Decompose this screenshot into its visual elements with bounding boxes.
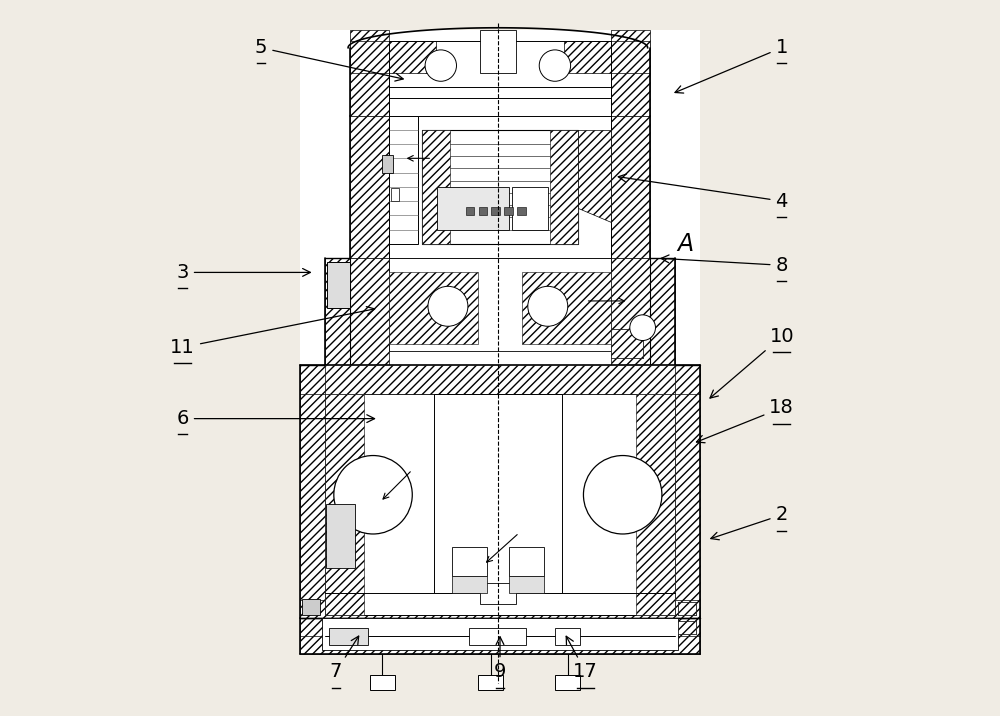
- Bar: [452, 547, 487, 576]
- Bar: [650, 258, 675, 365]
- Bar: [678, 602, 696, 615]
- Bar: [675, 365, 700, 619]
- Circle shape: [425, 50, 456, 82]
- Circle shape: [583, 455, 662, 534]
- Bar: [325, 394, 675, 615]
- Polygon shape: [578, 130, 611, 223]
- Bar: [300, 365, 700, 394]
- Bar: [678, 621, 696, 634]
- Bar: [350, 41, 436, 73]
- Bar: [611, 329, 643, 358]
- Bar: [326, 504, 355, 569]
- Bar: [564, 41, 650, 73]
- Bar: [302, 599, 320, 615]
- Circle shape: [630, 315, 655, 341]
- Text: 18: 18: [696, 398, 794, 442]
- Text: 17: 17: [566, 637, 598, 682]
- Text: 7: 7: [330, 636, 359, 682]
- Bar: [325, 258, 350, 365]
- Bar: [422, 130, 450, 244]
- Bar: [389, 258, 611, 351]
- Bar: [300, 619, 700, 654]
- Circle shape: [334, 455, 412, 534]
- Bar: [550, 130, 578, 244]
- Circle shape: [428, 286, 468, 326]
- Bar: [636, 394, 675, 615]
- Bar: [678, 602, 696, 615]
- Text: 8: 8: [661, 255, 788, 275]
- Text: 3: 3: [176, 263, 310, 282]
- Bar: [350, 115, 389, 258]
- Bar: [509, 576, 544, 594]
- Text: 2: 2: [711, 505, 788, 540]
- Bar: [389, 272, 478, 344]
- Bar: [389, 115, 418, 244]
- Circle shape: [539, 50, 571, 82]
- Text: 11: 11: [170, 306, 375, 357]
- Bar: [322, 619, 678, 650]
- Bar: [555, 675, 580, 690]
- Text: 10: 10: [710, 327, 794, 398]
- Bar: [300, 619, 700, 636]
- Bar: [325, 394, 364, 615]
- Text: 4: 4: [618, 174, 788, 211]
- Bar: [350, 258, 389, 365]
- Bar: [509, 547, 544, 576]
- Bar: [382, 155, 393, 173]
- Bar: [555, 628, 580, 645]
- Text: 1: 1: [675, 38, 788, 93]
- Bar: [480, 583, 516, 604]
- Bar: [329, 628, 368, 645]
- Bar: [370, 675, 395, 690]
- Bar: [469, 628, 526, 645]
- Bar: [327, 262, 350, 308]
- Bar: [611, 30, 650, 115]
- Bar: [350, 30, 389, 115]
- Bar: [325, 365, 675, 394]
- Bar: [300, 30, 700, 654]
- Bar: [300, 365, 325, 619]
- Circle shape: [528, 286, 568, 326]
- Bar: [491, 207, 500, 216]
- Text: 6: 6: [176, 409, 375, 428]
- Bar: [611, 329, 643, 358]
- Bar: [422, 130, 578, 244]
- Bar: [611, 258, 650, 365]
- Bar: [391, 188, 399, 201]
- Bar: [611, 115, 650, 258]
- Text: 5: 5: [255, 38, 403, 81]
- Bar: [479, 207, 487, 216]
- Bar: [480, 30, 516, 73]
- Bar: [300, 601, 700, 619]
- Bar: [478, 675, 503, 690]
- Bar: [466, 207, 474, 216]
- Bar: [504, 207, 513, 216]
- Text: 9: 9: [494, 637, 506, 682]
- Bar: [452, 576, 487, 594]
- Bar: [522, 272, 611, 344]
- Bar: [434, 394, 562, 594]
- Bar: [437, 187, 509, 230]
- Text: A: A: [677, 232, 694, 256]
- Bar: [678, 621, 696, 634]
- Bar: [512, 187, 548, 230]
- Bar: [517, 207, 526, 216]
